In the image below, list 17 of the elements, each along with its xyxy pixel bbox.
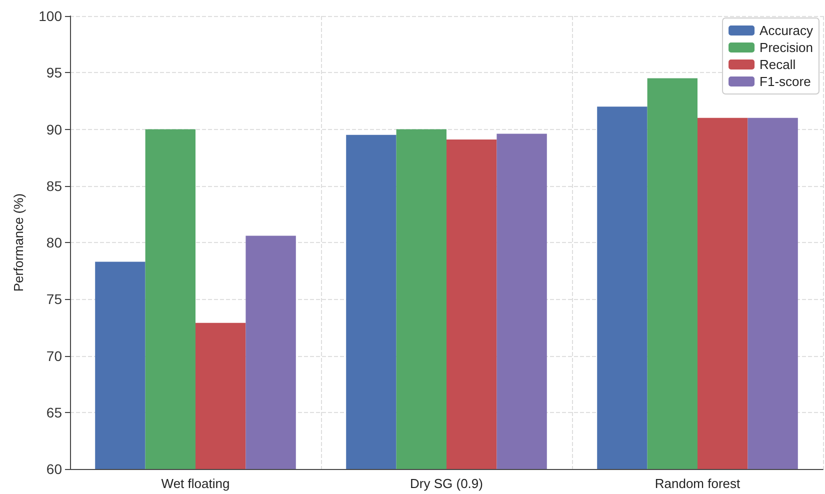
y-tick-label: 75	[46, 291, 62, 308]
y-tick-label: 90	[46, 121, 62, 138]
legend-label: F1-score	[760, 74, 811, 89]
y-tick-label: 60	[46, 461, 62, 477]
y-tick-label: 85	[46, 178, 62, 194]
x-tick-label: Wet floating	[161, 476, 230, 491]
y-tick-label: 65	[46, 404, 62, 420]
y-tick-label: 95	[46, 64, 62, 81]
legend-label: Recall	[760, 57, 796, 72]
y-tick-label: 80	[46, 234, 62, 250]
x-tick-label: Dry SG (0.9)	[410, 476, 483, 491]
y-axis-title: Performance (%)	[11, 193, 26, 292]
y-tick-label: 70	[46, 348, 62, 364]
y-tick-label: 100	[38, 8, 62, 24]
legend-label: Precision	[760, 40, 813, 55]
legend-label: Accuracy	[760, 23, 814, 38]
x-tick-label: Random forest	[654, 476, 741, 491]
